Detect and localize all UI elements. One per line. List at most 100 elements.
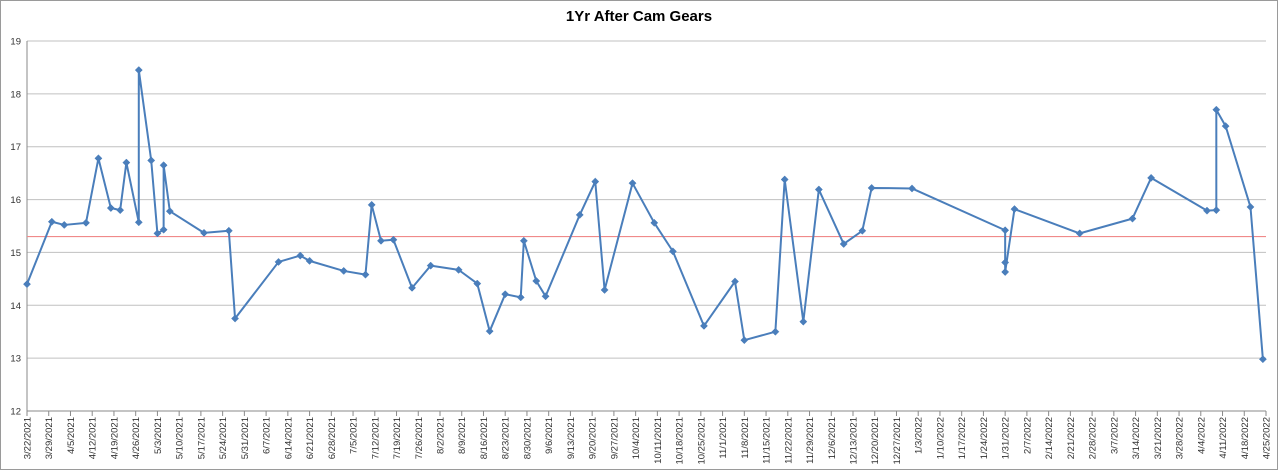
x-tick-label: 7/12/2021: [370, 417, 381, 459]
data-point-marker: [591, 177, 600, 186]
data-point-marker: [1075, 229, 1084, 238]
y-tick-label: 12: [10, 407, 21, 418]
data-point-marker: [231, 314, 240, 323]
data-point-marker: [532, 277, 541, 285]
data-point-marker: [339, 266, 348, 275]
x-tick-label: 4/19/2021: [109, 417, 120, 459]
x-tick-label: 5/3/2021: [153, 417, 164, 454]
data-point-marker: [1001, 268, 1010, 276]
data-point-marker: [122, 158, 131, 167]
x-tick-label: 1/10/2022: [935, 417, 946, 459]
data-point-marker: [600, 286, 609, 294]
x-tick-label: 5/17/2021: [196, 417, 207, 459]
x-tick-label: 4/5/2021: [66, 417, 77, 454]
x-tick-label: 1/3/2022: [914, 417, 925, 454]
data-point-marker: [159, 225, 168, 234]
data-point-marker: [134, 66, 143, 75]
x-tick-label: 4/12/2021: [88, 417, 99, 459]
x-tick-label: 4/18/2022: [1240, 417, 1251, 459]
data-point-marker: [731, 277, 739, 286]
data-point-marker: [839, 240, 848, 248]
data-point-marker: [771, 327, 780, 336]
x-tick-label: 8/30/2021: [522, 417, 533, 459]
x-tick-label: 7/5/2021: [349, 417, 360, 454]
x-tick-label: 3/14/2022: [1131, 417, 1142, 459]
y-tick-label: 13: [10, 354, 21, 365]
y-tick-label: 14: [10, 301, 21, 312]
data-point-marker: [389, 235, 398, 244]
x-tick-label: 9/6/2021: [544, 417, 555, 454]
x-tick-label: 10/11/2021: [653, 417, 664, 464]
x-tick-label: 9/13/2021: [566, 417, 577, 459]
data-point-marker: [361, 270, 370, 279]
data-point-marker: [274, 257, 283, 266]
data-point-marker: [1010, 205, 1019, 214]
data-point-marker: [106, 204, 115, 212]
data-point-marker: [668, 247, 677, 256]
data-point-marker: [799, 317, 808, 326]
data-point-marker: [740, 336, 749, 345]
data-point-marker: [1001, 258, 1010, 267]
x-tick-label: 2/14/2022: [1044, 417, 1055, 459]
data-point-marker: [1212, 206, 1221, 215]
x-tick-label: 2/28/2022: [1088, 417, 1099, 459]
x-tick-label: 12/6/2021: [827, 417, 838, 459]
y-tick-label: 16: [10, 195, 21, 206]
data-point-marker: [60, 220, 69, 229]
series-line: [26, 69, 1264, 360]
x-tick-label: 10/4/2021: [631, 417, 642, 459]
x-tick-label: 12/20/2021: [870, 417, 881, 465]
x-tick-label: 6/21/2021: [305, 417, 316, 459]
x-tick-label: 6/28/2021: [327, 417, 338, 459]
x-tick-label: 5/10/2021: [175, 417, 186, 459]
data-point-marker: [200, 228, 208, 237]
x-tick-label: 5/24/2021: [218, 417, 229, 459]
data-point-marker: [1212, 105, 1221, 114]
data-point-marker: [867, 183, 876, 192]
x-tick-label: 7/26/2021: [414, 417, 425, 459]
x-tick-label: 11/8/2021: [740, 417, 751, 459]
data-point-marker: [780, 175, 789, 184]
data-point-marker: [1128, 214, 1137, 223]
x-tick-label: 12/27/2021: [892, 417, 903, 465]
x-tick-label: 12/13/2021: [849, 417, 860, 465]
data-point-marker: [305, 256, 314, 265]
x-tick-label: 6/14/2021: [283, 417, 294, 459]
chart-title: 1Yr After Cam Gears: [565, 8, 713, 25]
data-point-marker: [1221, 122, 1230, 131]
x-tick-label: 8/9/2021: [457, 417, 468, 454]
x-tick-label: 3/29/2021: [44, 417, 55, 459]
data-point-marker: [814, 185, 823, 194]
data-point-marker: [47, 217, 56, 226]
x-tick-label: 2/7/2022: [1022, 417, 1033, 454]
x-tick-label: 1/31/2022: [1001, 417, 1012, 459]
data-point-marker: [628, 179, 637, 188]
data-point-marker: [165, 207, 174, 216]
data-point-marker: [116, 206, 125, 215]
data-point-marker: [147, 156, 156, 165]
data-point-marker: [153, 229, 162, 238]
x-tick-label: 8/23/2021: [501, 417, 512, 459]
x-tick-label: 6/7/2021: [262, 417, 273, 454]
data-point-marker: [699, 321, 708, 330]
data-point-marker: [1258, 355, 1267, 364]
x-tick-label: 1/17/2022: [957, 417, 968, 459]
x-tick-label: 1/24/2022: [979, 417, 990, 459]
x-tick-label: 11/22/2021: [783, 417, 794, 464]
x-tick-label: 8/2/2021: [436, 417, 447, 454]
y-tick-label: 18: [10, 89, 21, 100]
x-tick-label: 4/11/2022: [1218, 417, 1229, 459]
data-point-marker: [159, 161, 168, 170]
data-point-marker: [454, 265, 463, 274]
x-tick-label: 4/4/2022: [1196, 417, 1207, 454]
data-point-marker: [408, 283, 417, 292]
data-point-marker: [224, 226, 233, 235]
data-point-marker: [501, 290, 510, 299]
x-tick-label: 11/1/2021: [718, 417, 729, 459]
data-point-marker: [1246, 203, 1255, 211]
data-point-marker: [23, 280, 31, 289]
x-tick-label: 4/25/2022: [1262, 417, 1273, 459]
x-tick-label: 3/22/2021: [23, 417, 34, 459]
data-point-marker: [296, 251, 305, 260]
